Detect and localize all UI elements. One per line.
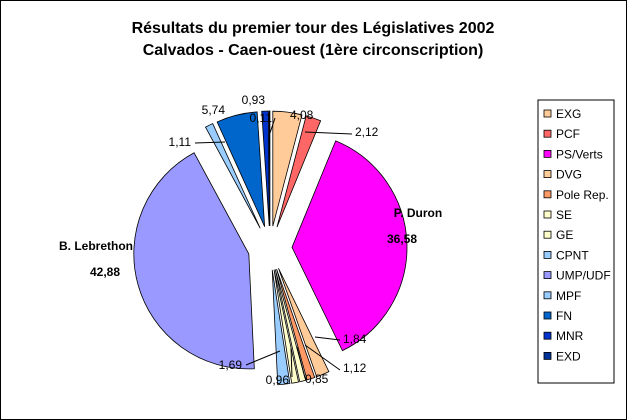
- pie-slice-pole-rep-: [276, 268, 316, 381]
- pie-slice-ps-verts: [291, 140, 408, 352]
- legend-label: FN: [556, 309, 572, 323]
- legend-label: EXG: [556, 107, 581, 121]
- legend-label: GE: [556, 228, 573, 242]
- data-label: 0,93: [242, 93, 266, 107]
- legend-swatch: [543, 351, 552, 360]
- pie-slice-fn: [216, 111, 266, 227]
- data-label: 1,84: [343, 332, 367, 346]
- pie-slice-exd: [268, 110, 271, 227]
- pie-slice-cpnt: [271, 269, 291, 386]
- data-label: 1,69: [219, 358, 243, 372]
- candidate-label: B. Lebrethon: [59, 239, 133, 253]
- pie-data-labels: 4,08 2,12 P. Duron 36,58 1,84 1,12 0,85 0,96 1,6…: [59, 93, 442, 387]
- legend-label: UMP/UDF: [556, 269, 611, 283]
- legend-swatch: [543, 250, 552, 259]
- leader-line: [304, 344, 341, 371]
- legend-label: MPF: [556, 289, 581, 303]
- legend-swatch: [543, 149, 552, 158]
- leader-line: [290, 347, 293, 378]
- legend-label: EXD: [556, 349, 581, 363]
- leader-line: [296, 346, 306, 379]
- data-label: 36,58: [387, 232, 417, 246]
- legend-label: CPNT: [556, 248, 589, 262]
- data-label: 0,11: [250, 111, 273, 125]
- data-label: 1,11: [169, 135, 192, 149]
- data-label: 0,85: [305, 372, 329, 386]
- legend: EXG PCF PS/Verts DVG Pole Rep. SE GE CPNT UMP/UD…: [537, 99, 615, 384]
- legend-swatch: [543, 129, 552, 138]
- legend-swatch: [543, 170, 552, 179]
- data-label: 0,96: [266, 373, 290, 387]
- legend-label: DVG: [556, 168, 582, 182]
- data-label: 2,12: [355, 125, 379, 139]
- data-label: 5,74: [202, 103, 226, 117]
- data-label: 4,08: [290, 108, 314, 122]
- leader-line: [304, 131, 353, 135]
- pie-slice-mnr: [261, 110, 270, 227]
- pie-slice-ge: [273, 269, 299, 384]
- legend-label: SE: [556, 208, 572, 222]
- candidate-label: P. Duron: [394, 206, 442, 220]
- legend-swatch: [543, 291, 552, 300]
- legend-swatch: [543, 109, 552, 118]
- legend-swatch: [543, 210, 552, 219]
- legend-label: PS/Verts: [556, 147, 603, 161]
- pie-slice-exg: [272, 110, 303, 227]
- pie-slice-se: [274, 269, 307, 383]
- legend-label: MNR: [556, 329, 584, 343]
- leader-line: [314, 336, 341, 341]
- leader-line: [245, 350, 281, 366]
- legend-swatch: [543, 331, 552, 340]
- pie-slice-dvg: [278, 268, 330, 378]
- pie-slice-pcf: [276, 115, 322, 228]
- legend-swatch: [543, 311, 552, 320]
- pie-slice-mpf: [204, 123, 261, 229]
- pie-slice-ump-udf: [133, 152, 255, 370]
- leader-line: [269, 117, 276, 134]
- legend-label: Pole Rep.: [556, 188, 609, 202]
- chart-subtitle: Calvados - Caen-ouest (1ère circonscript…: [143, 42, 484, 59]
- leader-line: [194, 141, 226, 144]
- legend-swatch: [543, 271, 552, 280]
- pie-slices: [133, 110, 408, 386]
- legend-swatch: [543, 230, 552, 239]
- data-label: 42,88: [90, 265, 120, 279]
- legend-swatch: [543, 190, 552, 199]
- legend-label: PCF: [556, 127, 580, 141]
- data-label: 1,12: [343, 361, 367, 375]
- chart-title: Résultats du premier tour des Législativ…: [132, 20, 495, 37]
